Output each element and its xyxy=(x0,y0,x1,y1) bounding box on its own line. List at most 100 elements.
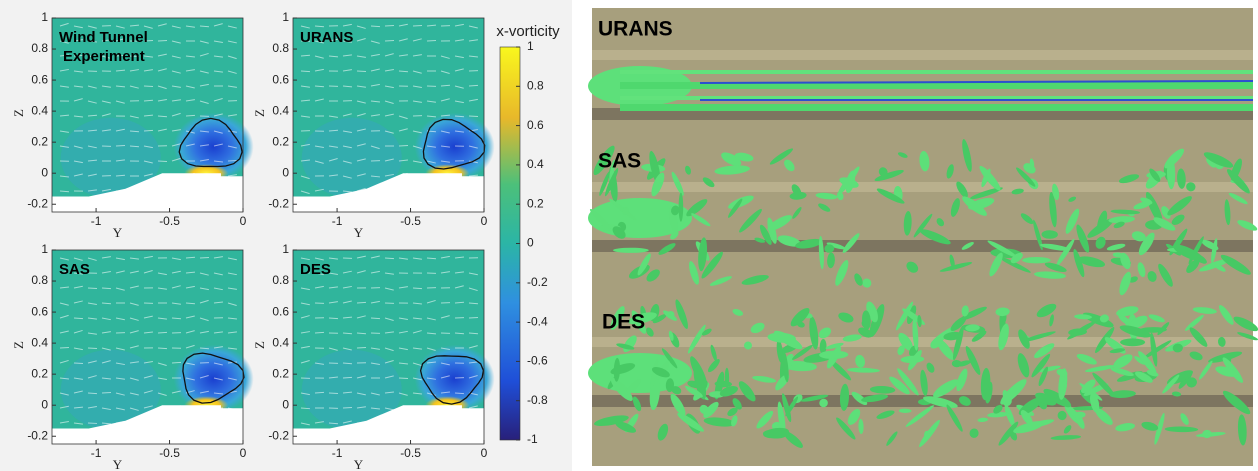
colorbar-tick-label: -0.6 xyxy=(527,354,548,368)
x-tick-label: 0 xyxy=(240,446,247,460)
velocity-vector xyxy=(385,25,394,26)
y-tick-label: 0.6 xyxy=(31,304,48,318)
panel-title: Wind Tunnel xyxy=(59,29,148,46)
velocity-vector xyxy=(88,348,97,349)
velocity-vector xyxy=(371,318,380,319)
velocity-vector xyxy=(343,377,352,378)
colorbar-tick-label: -0.2 xyxy=(527,275,548,289)
velocity-vector xyxy=(74,318,83,319)
velocity-vector xyxy=(357,71,366,72)
x-tick-label: -1 xyxy=(91,214,102,228)
velocity-vector xyxy=(427,258,436,259)
velocity-vector xyxy=(228,160,237,161)
velocity-vector xyxy=(301,71,310,72)
colorbar-tick-label: 0 xyxy=(527,236,534,250)
panel-title: DES xyxy=(300,261,331,278)
vortex-structure xyxy=(613,248,649,253)
colorbar-tick-label: 0.6 xyxy=(527,118,544,132)
velocity-vector xyxy=(455,302,464,303)
y-tick-label: -0.2 xyxy=(27,428,48,442)
y-tick-label: 0.6 xyxy=(272,72,289,86)
x-axis-label: Y xyxy=(354,457,364,471)
velocity-vector xyxy=(469,85,478,86)
y-tick-label: 0.8 xyxy=(272,41,289,55)
x-tick-label: -0.5 xyxy=(159,214,180,228)
y-tick-label: 0.8 xyxy=(272,273,289,287)
colorbar-tick-label: -1 xyxy=(527,432,538,446)
vortex-structure xyxy=(1120,338,1145,346)
colorbar-tick-label: 0.2 xyxy=(527,196,544,210)
y-tick-label: 0.4 xyxy=(31,335,48,349)
velocity-vector xyxy=(158,348,167,349)
y-axis-label: Z xyxy=(11,341,26,349)
y-tick-label: 1 xyxy=(41,242,48,256)
y-tick-label: -0.2 xyxy=(27,196,48,210)
velocity-vector xyxy=(200,257,209,258)
velocity-vector xyxy=(315,26,324,27)
x-tick-label: -1 xyxy=(332,214,343,228)
velocity-vector xyxy=(385,258,394,259)
x-tick-label: 0 xyxy=(481,214,488,228)
x-tick-label: -1 xyxy=(91,446,102,460)
panel-title: URANS xyxy=(300,29,353,46)
plate-band xyxy=(592,50,1253,60)
colorbar-label: x-vorticity xyxy=(496,23,560,40)
y-tick-label: 0.2 xyxy=(31,134,48,148)
velocity-vector xyxy=(357,347,366,348)
velocity-vector xyxy=(469,317,478,318)
y-tick-label: 0.6 xyxy=(272,304,289,318)
velocity-vector xyxy=(172,362,181,363)
figure: Wind Tunnel Experiment -1 -0.5 0 -0.2 0 0.2 0.4 0… xyxy=(0,0,1258,471)
colorbar-tick-label: 0.4 xyxy=(527,157,544,171)
velocity-vector xyxy=(158,116,167,117)
y-tick-label: 0 xyxy=(282,165,289,179)
velocity-vector xyxy=(186,115,195,116)
velocity-vector xyxy=(371,26,380,27)
x-axis-label: Y xyxy=(354,225,364,240)
y-tick-label: -0.2 xyxy=(268,196,289,210)
velocity-vector xyxy=(427,40,436,41)
y-tick-label: 0.2 xyxy=(31,366,48,380)
velocity-vector xyxy=(144,130,153,131)
y-axis-label: Z xyxy=(11,109,26,117)
y-tick-label: 0.8 xyxy=(31,273,48,287)
velocity-vector xyxy=(469,333,478,334)
x-tick-label: -0.5 xyxy=(400,214,421,228)
colorbar-tick-label: 0.8 xyxy=(527,78,544,92)
x-tick-label: 0 xyxy=(481,446,488,460)
velocity-vector xyxy=(116,145,125,146)
y-tick-label: 0 xyxy=(282,397,289,411)
velocity-vector xyxy=(455,393,464,394)
y-tick-label: 1 xyxy=(41,10,48,24)
velocity-vector xyxy=(88,115,97,116)
y-axis-label: Z xyxy=(252,341,267,349)
velocity-vector xyxy=(158,161,167,162)
y-tick-label: 0.6 xyxy=(31,72,48,86)
x-tick-label: -0.5 xyxy=(159,446,180,460)
rendering-label: DES xyxy=(602,311,645,334)
vortex-tube xyxy=(620,70,1253,74)
y-tick-label: 0.2 xyxy=(272,134,289,148)
velocity-vector xyxy=(343,407,352,408)
x-axis-label: Y xyxy=(113,225,123,240)
panel-title: Experiment xyxy=(63,48,145,65)
rendering-label: SAS xyxy=(598,150,641,173)
colorbar-tick-label: 1 xyxy=(527,39,534,53)
colorbar-tick-label: -0.4 xyxy=(527,314,548,328)
velocity-vector xyxy=(102,303,111,304)
velocity-vector xyxy=(60,347,69,348)
x-axis-label: Y xyxy=(113,457,123,471)
y-tick-label: 0.2 xyxy=(272,366,289,380)
y-tick-label: 0.4 xyxy=(31,103,48,117)
panel-title: SAS xyxy=(59,261,90,278)
y-tick-label: 1 xyxy=(282,242,289,256)
velocity-vector xyxy=(357,302,366,303)
velocity-vector xyxy=(158,332,167,333)
rendering-label: URANS xyxy=(598,18,673,41)
velocity-vector xyxy=(413,288,422,289)
x-tick-label: -1 xyxy=(332,446,343,460)
vortex-structure xyxy=(1022,257,1051,263)
y-tick-label: 0.4 xyxy=(272,335,289,349)
velocity-vector xyxy=(315,332,324,333)
velocity-vector xyxy=(315,392,324,393)
